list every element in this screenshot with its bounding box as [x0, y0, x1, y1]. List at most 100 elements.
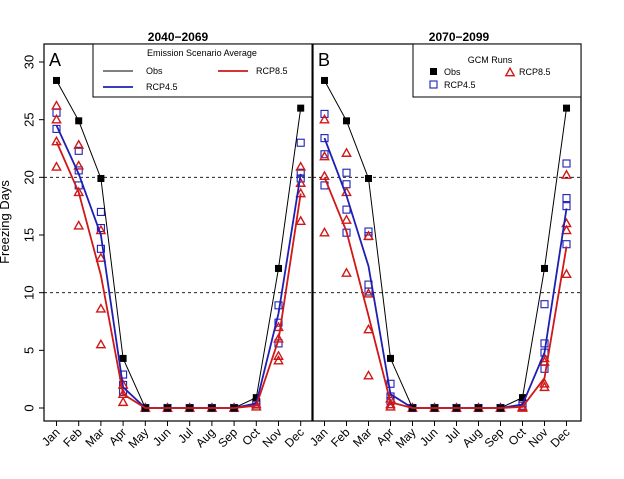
y-tick-label: 15 [21, 228, 36, 242]
gcm-point-rcp45 [562, 194, 571, 203]
gcm-point-rcp45 [320, 134, 329, 143]
series-line-rcp85 [323, 176, 568, 409]
gcm-point-rcp85 [363, 369, 374, 380]
gcm-point-rcp45 [540, 300, 549, 309]
gcm-point-rcp85 [73, 160, 85, 170]
gcm-point-rcp85 [561, 169, 572, 179]
series-point-obs [365, 174, 372, 182]
series-line-rcp45 [55, 125, 302, 409]
y-axis-label: Freezing Days [0, 180, 12, 264]
legend-label-rcp85: RCP8.5 [519, 67, 551, 77]
gcm-point-rcp85 [385, 398, 396, 409]
x-tick-label: Feb [60, 425, 85, 450]
panel-title: 2070−2099 [429, 30, 490, 44]
series-point-obs [252, 394, 260, 402]
panel-letter: B [318, 50, 330, 70]
gcm-point-rcp45 [364, 227, 373, 236]
gcm-point-rcp45 [96, 207, 105, 216]
series-point-obs [297, 104, 305, 112]
panel-letter: A [49, 50, 61, 70]
gcm-point-rcp85 [73, 220, 85, 230]
series-point-obs [321, 76, 328, 84]
plot-frame [43, 43, 313, 422]
series-point-obs [519, 394, 526, 402]
x-tick-label: Aug [460, 425, 485, 450]
gcm-point-rcp85 [341, 214, 352, 224]
x-tick-label: Nov [260, 425, 285, 450]
x-tick-label: Jul [175, 425, 196, 446]
series-point-obs [97, 174, 105, 182]
x-tick-label: May [393, 425, 419, 451]
x-tick-label: Mar [83, 425, 108, 450]
gcm-point-rcp85 [273, 350, 284, 360]
series-line-rcp45 [323, 137, 568, 409]
gcm-point-rcp85 [341, 267, 352, 277]
gcm-point-rcp45 [386, 379, 395, 388]
legend-title: GCM Runs [468, 55, 513, 65]
legend-box [412, 43, 582, 98]
gcm-point-rcp45 [52, 124, 61, 133]
gcm-point-rcp85 [561, 224, 572, 235]
gcm-point-rcp85 [319, 150, 330, 161]
legend-label-rcp45: RCP4.5 [146, 82, 178, 92]
series-point-obs [119, 354, 127, 362]
series-point-obs [53, 76, 60, 84]
x-tick-label: Jul [442, 425, 463, 446]
x-tick-label: Apr [106, 425, 129, 448]
gcm-point-rcp85 [319, 113, 330, 124]
gcm-point-rcp85 [319, 226, 330, 237]
y-tick-label: 10 [21, 285, 36, 299]
gcm-point-rcp45 [74, 146, 83, 155]
y-tick-label: 5 [21, 347, 36, 354]
series-point-obs [75, 117, 83, 125]
gcm-point-rcp85 [295, 215, 307, 226]
x-tick-label: Oct [506, 425, 530, 449]
gcm-point-rcp85 [363, 288, 374, 298]
gcm-point-rcp85 [341, 147, 352, 157]
gcm-point-rcp85 [363, 323, 374, 334]
gcm-point-rcp85 [73, 139, 85, 149]
x-tick-label: Jun [150, 425, 174, 449]
gcm-point-rcp45 [562, 159, 571, 168]
gcm-point-rcp85 [51, 161, 62, 171]
legend-label-rcp45: RCP4.5 [444, 80, 476, 90]
x-tick-label: Mar [350, 425, 375, 450]
x-tick-label: Dec [548, 425, 573, 450]
legend: Emission Scenario Average Obs RCP4.5 RCP8.5 [92, 43, 313, 98]
x-tick-label: Oct [239, 425, 263, 449]
gcm-point-rcp85 [561, 268, 572, 279]
legend-label-rcp85: RCP8.5 [256, 66, 288, 76]
legend-title: Emission Scenario Average [147, 48, 257, 58]
series-point-obs [343, 117, 350, 125]
gcm-point-rcp45 [296, 138, 305, 147]
gcm-point-rcp85 [95, 252, 107, 262]
x-tick-label: Jan [39, 425, 63, 449]
panel-title: 2040−2069 [148, 30, 209, 44]
gcm-point-rcp85 [363, 230, 374, 240]
gcm-point-rcp85 [51, 135, 62, 146]
series-point-obs [275, 264, 282, 272]
y-tick-label: 25 [21, 112, 36, 126]
legend-label-obs: Obs [444, 67, 461, 77]
legend-label-obs: Obs [146, 66, 163, 76]
y-tick-label: 30 [21, 55, 36, 69]
x-tick-label: Sep [215, 425, 240, 450]
series-point-obs [563, 104, 570, 112]
legend: GCM Runs Obs RCP4.5 RCP8.5 [412, 43, 582, 98]
gcm-point-rcp45 [96, 224, 105, 233]
gcm-point-rcp85 [51, 113, 62, 124]
series-line-rcp85 [55, 141, 302, 409]
series-point-obs [541, 264, 548, 272]
x-tick-label: Feb [328, 425, 353, 450]
gcm-point-rcp45 [342, 205, 351, 214]
gcm-point-rcp45 [320, 109, 329, 118]
gcm-point-rcp45 [342, 168, 351, 177]
gcm-point-rcp85 [385, 401, 396, 411]
y-tick-label: 20 [21, 170, 36, 184]
legend-swatch-rcp85 [504, 66, 516, 77]
x-tick-label: Apr [374, 425, 397, 448]
series-point-obs [387, 354, 394, 362]
